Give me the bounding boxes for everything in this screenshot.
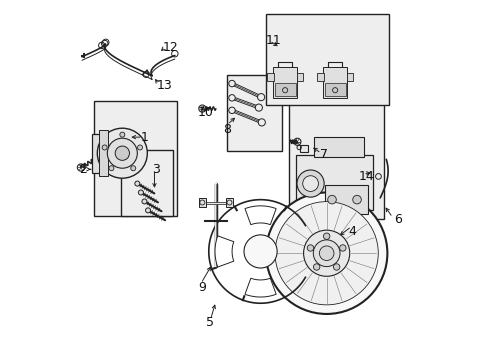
Polygon shape <box>244 206 276 225</box>
Circle shape <box>327 195 336 204</box>
Circle shape <box>319 246 333 261</box>
Bar <box>296 155 372 210</box>
Circle shape <box>109 166 114 171</box>
Bar <box>313 137 364 157</box>
Bar <box>121 150 173 216</box>
Polygon shape <box>215 236 233 267</box>
Circle shape <box>145 208 150 213</box>
Bar <box>288 98 383 219</box>
Circle shape <box>120 132 124 137</box>
Text: 1: 1 <box>141 131 148 144</box>
Text: 14: 14 <box>358 170 374 183</box>
Circle shape <box>339 245 346 251</box>
Circle shape <box>142 199 147 204</box>
Circle shape <box>137 145 142 150</box>
Bar <box>198 198 205 207</box>
Circle shape <box>303 230 349 276</box>
Circle shape <box>228 95 235 101</box>
Circle shape <box>352 195 361 204</box>
Bar <box>324 84 345 96</box>
Bar <box>265 14 388 105</box>
Text: 5: 5 <box>205 316 213 329</box>
Bar <box>274 84 295 96</box>
Circle shape <box>313 264 319 270</box>
Circle shape <box>228 107 235 113</box>
Bar <box>296 73 303 81</box>
Circle shape <box>323 233 329 239</box>
Circle shape <box>138 190 143 195</box>
Circle shape <box>265 193 386 314</box>
Text: 10: 10 <box>198 105 213 119</box>
Circle shape <box>115 146 129 160</box>
Bar <box>226 75 282 152</box>
Bar <box>94 102 176 216</box>
Bar <box>317 73 323 81</box>
Circle shape <box>257 94 264 101</box>
Circle shape <box>258 119 265 126</box>
Bar <box>323 67 346 98</box>
Bar <box>92 134 108 173</box>
Text: 2: 2 <box>80 163 87 176</box>
Circle shape <box>135 181 140 186</box>
Bar <box>267 73 273 81</box>
Circle shape <box>306 245 313 251</box>
Polygon shape <box>244 278 276 297</box>
Text: 6: 6 <box>394 213 402 226</box>
Circle shape <box>130 166 136 171</box>
Text: 4: 4 <box>347 225 355 238</box>
Text: 7: 7 <box>319 148 327 162</box>
Circle shape <box>313 240 339 267</box>
Circle shape <box>228 80 235 87</box>
Circle shape <box>102 145 107 150</box>
Text: 11: 11 <box>265 34 281 47</box>
Circle shape <box>255 104 262 111</box>
Circle shape <box>244 235 277 268</box>
Bar <box>324 185 367 214</box>
Text: 12: 12 <box>162 41 178 54</box>
Circle shape <box>302 176 318 192</box>
Bar <box>346 73 352 81</box>
Circle shape <box>333 264 339 270</box>
Bar <box>99 130 108 176</box>
Bar <box>272 67 297 98</box>
Text: 3: 3 <box>151 163 159 176</box>
Text: 8: 8 <box>223 123 231 136</box>
Circle shape <box>107 138 137 168</box>
Circle shape <box>274 202 378 305</box>
Bar <box>300 145 307 153</box>
Text: 9: 9 <box>198 281 205 294</box>
Text: 13: 13 <box>157 79 172 92</box>
Circle shape <box>97 128 147 178</box>
Bar <box>225 198 233 207</box>
Circle shape <box>296 170 324 197</box>
